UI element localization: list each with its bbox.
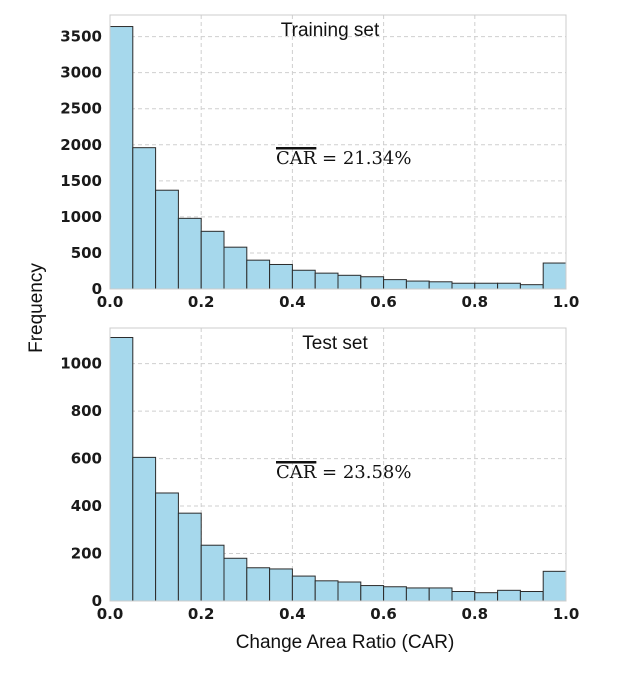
histogram-bar — [246, 259, 271, 290]
histogram-bar — [451, 591, 476, 602]
y-tick-label: 2500 — [60, 100, 102, 118]
histogram-bar — [246, 567, 271, 602]
x-tick-label: 0.2 — [188, 605, 215, 623]
car-symbol: CAR — [276, 148, 317, 169]
histogram-bar — [337, 581, 362, 602]
y-tick-label: 400 — [71, 497, 102, 515]
x-tick-label: 1.0 — [553, 293, 580, 311]
x-tick-label: 0.4 — [279, 293, 306, 311]
histogram-bar — [474, 282, 499, 290]
histogram-bar — [428, 281, 453, 290]
y-tick-label: 800 — [71, 402, 102, 420]
car-value: = 21.34% — [316, 148, 411, 169]
car-value: = 23.58% — [316, 462, 411, 483]
x-tick-label: 0.2 — [188, 293, 215, 311]
histogram-bar — [337, 274, 362, 290]
histogram-bar — [223, 557, 248, 602]
plot-frame — [109, 14, 567, 290]
x-axis-label: Change Area Ratio (CAR) — [236, 632, 455, 653]
histogram-bar — [451, 282, 476, 290]
x-tick-label: 0.0 — [97, 605, 124, 623]
mean-car-annotation: CAR = 23.58% — [276, 462, 412, 483]
panel-training: 0 500 1000 1500 2000 2500 3000 3500 0.0 0.2 0.4 0.6… — [60, 14, 580, 311]
panel-test: 0 200 400 600 800 1000 0.0 0.2 0.4 0.6 0.8 1.0 Test … — [60, 327, 580, 623]
histogram-bar — [497, 282, 521, 290]
y-tick-label: 0 — [92, 280, 102, 298]
x-tick-label: 1.0 — [553, 605, 580, 623]
histogram-bar — [497, 589, 521, 602]
plot-frame — [109, 327, 567, 602]
y-tick-label: 500 — [71, 244, 102, 262]
histogram-bar — [405, 587, 430, 602]
histogram-bar — [542, 262, 567, 290]
histogram-bar — [200, 544, 225, 602]
panel-title: Test set — [302, 333, 368, 354]
histogram-bar — [405, 280, 430, 290]
histogram-bar — [269, 263, 293, 290]
histogram-bar — [383, 586, 407, 602]
x-tick-label: 0.8 — [462, 293, 489, 311]
histogram-bar — [542, 570, 567, 602]
histogram-bar — [132, 147, 157, 290]
y-tick-label: 1500 — [60, 172, 102, 190]
histogram-bar — [177, 217, 202, 290]
mean-car-annotation: CAR = 21.34% — [276, 148, 412, 169]
histogram-bar — [109, 336, 134, 602]
x-tick-label: 0.0 — [97, 293, 124, 311]
histogram-bar — [155, 492, 179, 602]
y-tick-label: 600 — [71, 450, 102, 468]
y-axis-label: Frequency — [26, 263, 47, 353]
histogram-bar — [269, 568, 293, 602]
car-symbol: CAR — [276, 462, 317, 483]
x-tick-label: 0.4 — [279, 605, 306, 623]
histogram-bar — [314, 580, 339, 602]
histogram-bar — [155, 189, 179, 290]
histogram-bar — [109, 26, 134, 290]
histogram-bar — [177, 512, 202, 602]
y-tick-label: 2000 — [60, 136, 102, 154]
histogram-bar — [132, 456, 157, 602]
y-tick-label: 3000 — [60, 64, 102, 82]
histogram-bar — [428, 587, 453, 602]
y-tick-label: 1000 — [60, 355, 102, 373]
histogram-bar — [314, 272, 339, 290]
histogram-bar — [360, 276, 385, 290]
y-tick-label: 3500 — [60, 28, 102, 46]
histogram-bar — [223, 246, 248, 290]
histogram-bar — [383, 279, 407, 290]
panel-title: Training set — [281, 20, 380, 41]
histogram-bar — [291, 575, 316, 602]
histogram-bar — [291, 269, 316, 290]
histogram-bar — [200, 230, 225, 290]
x-tick-label: 0.6 — [370, 605, 397, 623]
histogram-bar — [474, 592, 499, 602]
y-tick-label: 200 — [71, 545, 102, 563]
x-tick-label: 0.8 — [462, 605, 489, 623]
histogram-bar — [360, 585, 385, 602]
y-tick-label: 0 — [92, 592, 102, 610]
histogram-bar — [519, 284, 544, 290]
x-tick-label: 0.6 — [370, 293, 397, 311]
y-tick-label: 1000 — [60, 208, 102, 226]
histogram-bar — [519, 591, 544, 602]
